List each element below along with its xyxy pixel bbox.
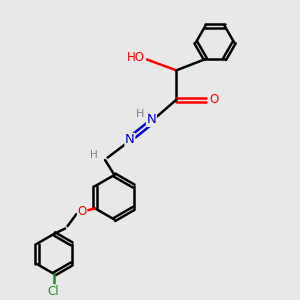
Text: H: H [136,109,144,119]
Text: O: O [77,205,87,218]
Text: O: O [210,93,219,106]
Text: N: N [147,113,156,126]
Text: N: N [125,134,135,146]
Text: H: H [90,151,98,160]
Text: HO: HO [127,52,145,64]
Text: Cl: Cl [48,285,59,298]
